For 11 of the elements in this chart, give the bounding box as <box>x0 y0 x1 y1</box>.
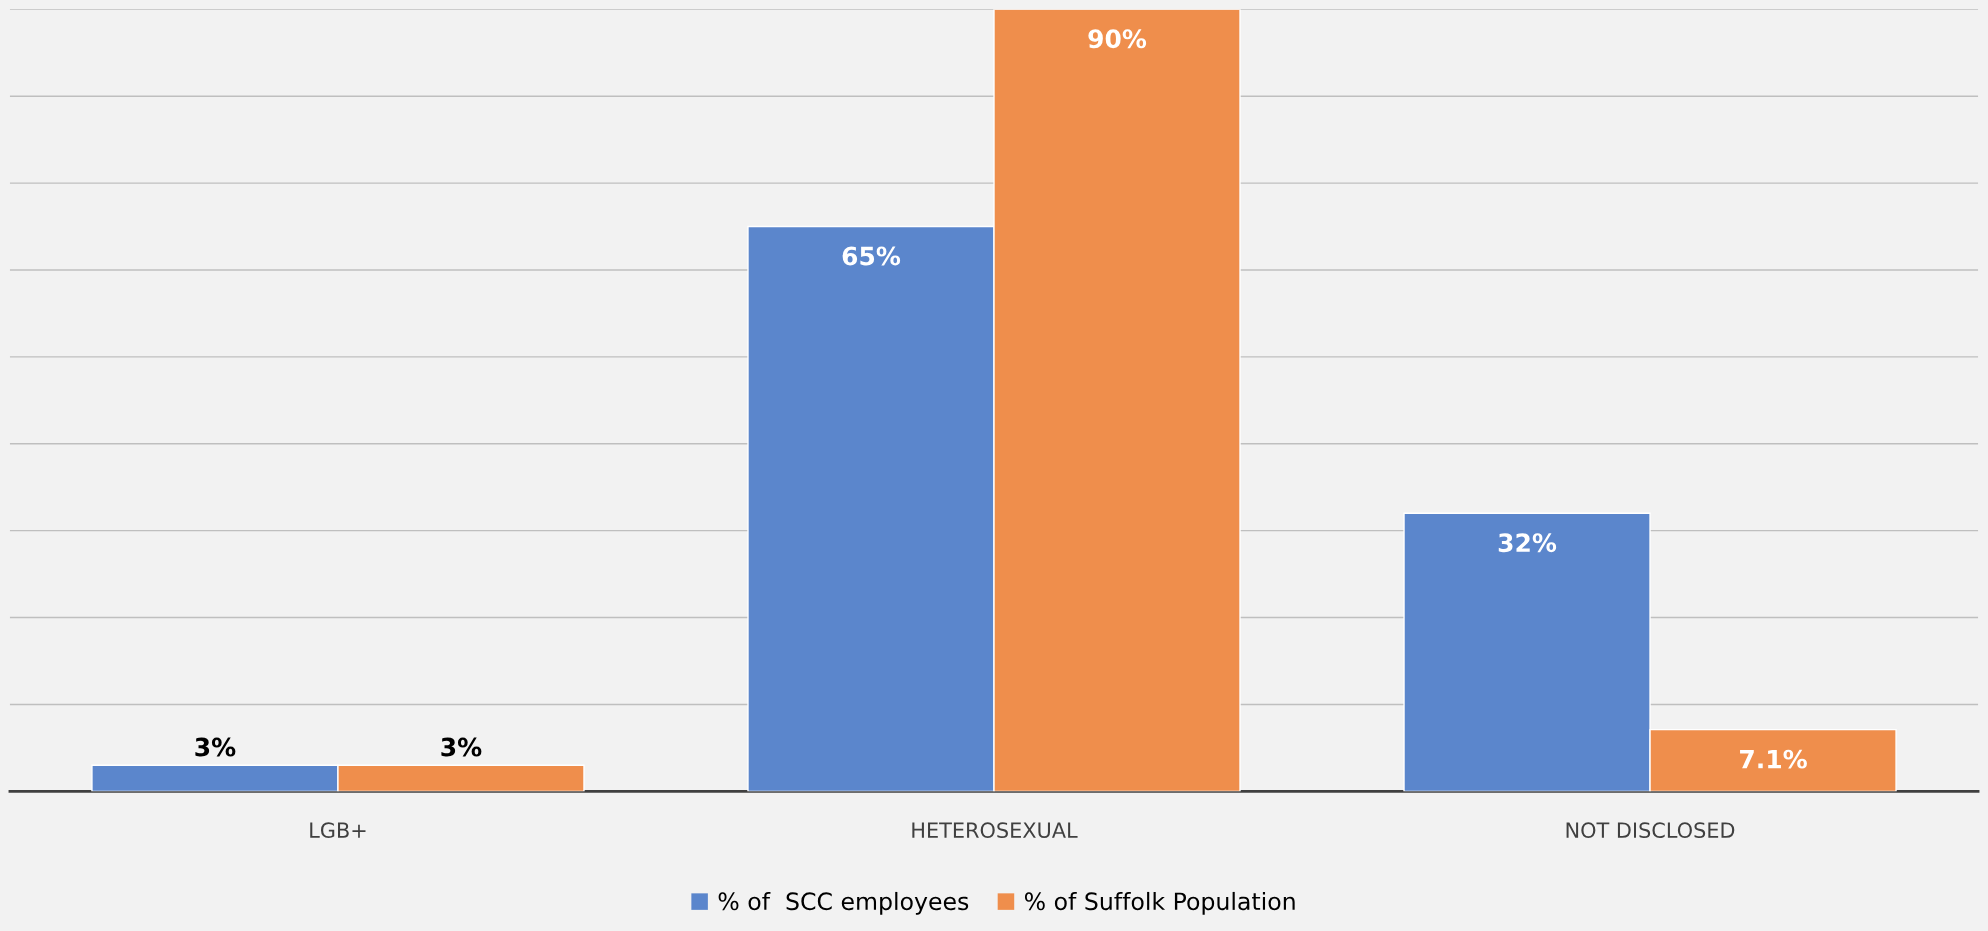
data-label: 3% <box>195 737 236 757</box>
legend-label: % of SCC employees <box>718 891 969 915</box>
data-label: 65% <box>842 246 901 266</box>
data-label: 90% <box>1088 29 1147 49</box>
x-tick-label: NOT DISCLOSED <box>1566 822 1735 839</box>
x-tick-label: HETEROSEXUAL <box>912 822 1078 839</box>
data-label: 3% <box>441 737 482 757</box>
x-tick-label: LGB+ <box>310 822 366 839</box>
data-label: 7.1% <box>1740 749 1807 769</box>
data-label: 32% <box>1498 533 1557 553</box>
legend-label: % of Suffolk Population <box>1024 891 1295 915</box>
